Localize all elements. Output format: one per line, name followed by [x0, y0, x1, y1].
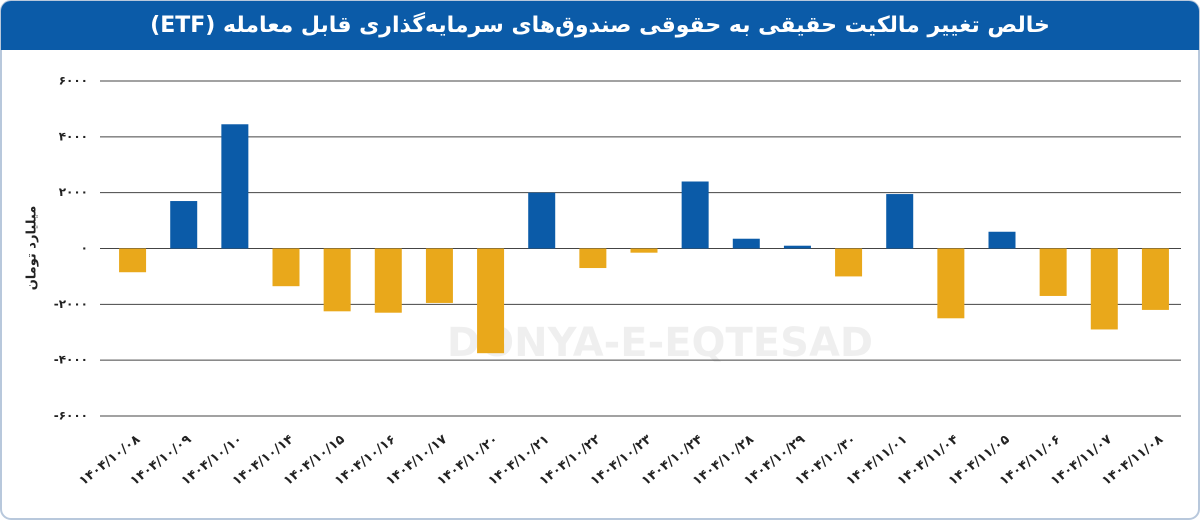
- chart-title: خالص تغییر مالکیت حقیقی به حقوقی صندوق‌ه…: [150, 11, 1050, 38]
- bar: [1141, 248, 1169, 310]
- y-tick-label: -۶۰۰۰: [54, 409, 88, 423]
- header-bar: [1, 1, 1199, 50]
- y-tick-label: ۶۰۰۰: [59, 74, 88, 88]
- bar: [681, 181, 709, 249]
- bar: [835, 248, 863, 277]
- bar: [477, 248, 505, 354]
- y-tick-label: -۲۰۰۰: [54, 297, 88, 311]
- bar: [988, 231, 1016, 249]
- bar: [886, 194, 914, 249]
- y-axis-label: میلیارد تومان: [25, 206, 40, 291]
- bar: [119, 248, 147, 273]
- bar: [1090, 248, 1118, 330]
- bar: [1039, 248, 1067, 296]
- y-tick-label: -۴۰۰۰: [54, 353, 88, 367]
- bar: [374, 248, 402, 313]
- y-tick-label: ۴۰۰۰: [59, 129, 88, 143]
- bar: [323, 248, 351, 312]
- bar: [579, 248, 607, 269]
- bar: [170, 201, 198, 249]
- y-tick-label: ۲۰۰۰: [59, 185, 88, 199]
- y-tick-label: ۰: [81, 241, 88, 255]
- bar: [425, 248, 453, 303]
- bar: [630, 248, 658, 253]
- bar: [272, 248, 300, 287]
- bar: [783, 245, 811, 249]
- bar: [528, 192, 556, 249]
- watermark: DONYA-E-EQTESAD: [447, 320, 873, 366]
- bar: [732, 238, 760, 249]
- bar: [937, 248, 965, 319]
- bar: [221, 124, 249, 249]
